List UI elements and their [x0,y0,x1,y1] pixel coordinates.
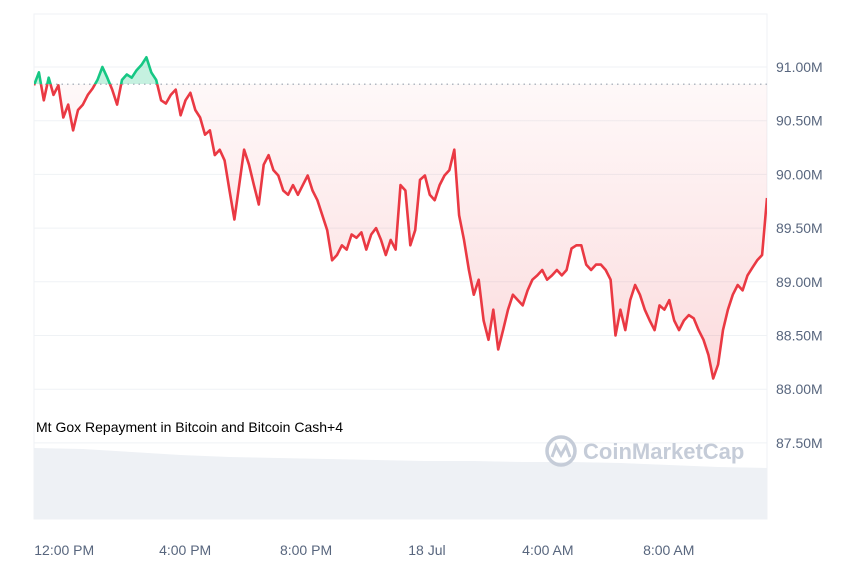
y-tick-label: 91.00M [776,59,823,75]
y-tick-label: 88.00M [776,381,823,397]
x-tick-label: 4:00 AM [522,542,573,558]
y-tick-label: 90.50M [776,113,823,129]
x-tick-label: 18 Jul [408,542,445,558]
y-tick-label: 88.50M [776,328,823,344]
watermark-text: CoinMarketCap [583,439,744,464]
x-tick-label: 4:00 PM [159,542,211,558]
x-tick-label: 8:00 AM [643,542,694,558]
x-tick-label: 12:00 PM [34,542,94,558]
price-line-up [34,56,159,85]
y-tick-label: 89.00M [776,274,823,290]
price-line-down [34,84,767,380]
volume-area [34,448,767,519]
y-tick-label: 90.00M [776,166,823,182]
area-fill-above-baseline [34,57,158,85]
event-label[interactable]: Mt Gox Repayment in Bitcoin and Bitcoin … [36,419,343,435]
x-tick-label: 8:00 PM [280,542,332,558]
y-tick-label: 89.50M [776,220,823,236]
y-tick-label: 87.50M [776,435,823,451]
area-fill-below-baseline [34,84,767,379]
watermark-logo: CoinMarketCap [545,435,744,467]
